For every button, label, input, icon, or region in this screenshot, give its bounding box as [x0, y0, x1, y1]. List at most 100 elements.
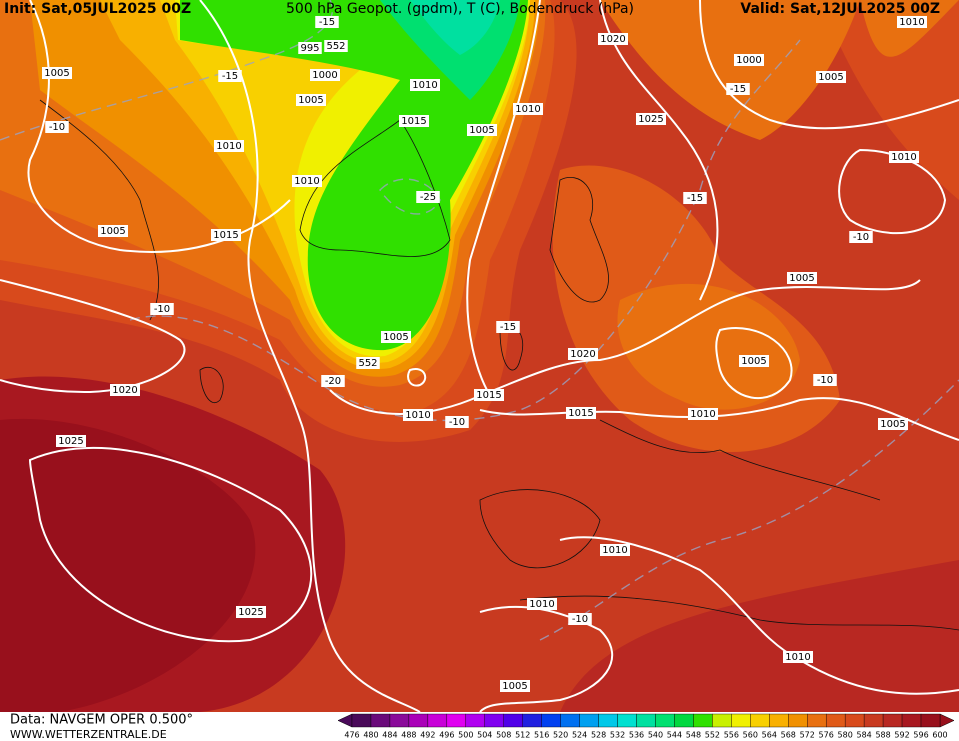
label-box	[292, 175, 322, 187]
colorbar-label: 556	[724, 731, 739, 740]
label-box	[878, 418, 908, 430]
contour-label: 1010	[899, 17, 924, 28]
contour-label: -10	[154, 304, 170, 315]
label-box	[787, 272, 817, 284]
colorbar-label: 548	[686, 731, 701, 740]
contour-label: 1010	[294, 176, 319, 187]
colorbar-swatch	[389, 713, 410, 728]
label-box	[110, 384, 140, 396]
colorbar-swatch	[807, 713, 827, 728]
colorbar-swatch	[579, 713, 599, 728]
contour-label: -20	[325, 376, 341, 387]
label-box	[298, 42, 322, 54]
label-box	[45, 121, 69, 133]
label-box	[214, 140, 244, 152]
label-box	[324, 40, 348, 52]
label-box	[734, 54, 764, 66]
label-box	[636, 113, 666, 125]
colorbar-label: 532	[610, 731, 625, 740]
colorbar-label: 560	[743, 731, 758, 740]
label-box	[513, 103, 543, 115]
label-box	[445, 416, 469, 428]
colorbar-swatch	[863, 713, 884, 728]
colorbar-label: 552	[705, 731, 720, 740]
colorbar-label: 516	[534, 731, 549, 740]
colorbar-swatch	[693, 713, 713, 728]
colorbar-label: 576	[819, 731, 834, 740]
colorbar-label: 484	[382, 731, 397, 740]
label-box	[56, 435, 86, 447]
colorbar-swatch	[560, 713, 580, 728]
colorbar-label: 572	[800, 731, 815, 740]
contour-label: -15	[222, 71, 238, 82]
contour-label: -15	[730, 84, 746, 95]
contour-label: 1010	[602, 545, 627, 556]
colorbar-swatch	[712, 713, 732, 728]
contour-label: 1010	[515, 104, 540, 115]
contour-label: 1005	[880, 419, 905, 430]
contour-label: 552	[326, 41, 345, 52]
contour-label: 1015	[213, 230, 238, 241]
contour-label: 1020	[570, 349, 595, 360]
website: WWW.WETTERZENTRALE.DE	[10, 728, 167, 741]
contour-label: 1005	[818, 72, 843, 83]
colorbar-label: 580	[838, 731, 853, 740]
colorbar-label: 544	[667, 731, 682, 740]
colorbar-swatch	[655, 713, 675, 728]
label-box	[410, 79, 440, 91]
contour-label: -10	[817, 375, 833, 386]
contour-label: 1010	[785, 652, 810, 663]
label-box	[568, 613, 592, 625]
label-box	[356, 357, 380, 369]
label-box	[688, 408, 718, 420]
colorbar-swatch	[636, 713, 656, 728]
colorbar-label: 488	[401, 731, 416, 740]
colorbar-label: 536	[629, 731, 644, 740]
label-box	[683, 192, 707, 204]
map-field	[0, 0, 959, 712]
label-box	[150, 303, 174, 315]
colorbar-swatch	[825, 713, 846, 728]
colorbar-swatch	[674, 713, 694, 728]
contour-label: -10	[449, 417, 465, 428]
contour-label: 1015	[568, 408, 593, 419]
label-box	[310, 69, 340, 81]
contour-label: -10	[853, 232, 869, 243]
label-box	[598, 33, 628, 45]
label-box	[500, 680, 530, 692]
colorbar-label: 528	[591, 731, 606, 740]
label-box	[783, 651, 813, 663]
colorbar-label: 520	[553, 731, 568, 740]
colorbar-swatch	[882, 713, 903, 728]
contour-label: 995	[300, 43, 319, 54]
colorbar-label: 588	[875, 731, 890, 740]
label-box	[42, 67, 72, 79]
contour-label: 1020	[112, 385, 137, 396]
map-title: 500 hPa Geopot. (gpdm), T (C), Bodendruc…	[286, 1, 634, 17]
colorbar-swatch	[446, 713, 467, 728]
contour-label: 1015	[476, 390, 501, 401]
contour-label: 1010	[412, 80, 437, 91]
colorbar-label: 564	[762, 731, 777, 740]
contour-label: 1025	[58, 436, 83, 447]
colorbar-label: 476	[344, 731, 359, 740]
init-time: Init: Sat,05JUL2025 00Z	[4, 1, 191, 17]
contour-label: -15	[319, 17, 335, 28]
contour-label: -25	[420, 192, 436, 203]
colorbar-swatch	[408, 713, 429, 728]
label-box	[236, 606, 266, 618]
contour-label: 1005	[502, 681, 527, 692]
label-box	[813, 374, 837, 386]
colorbar-swatch	[465, 713, 485, 728]
colorbar-swatch	[484, 713, 504, 728]
label-box	[315, 16, 339, 28]
contour-label: 1000	[312, 70, 337, 81]
contour-label: -10	[49, 122, 65, 133]
contour-label: -15	[687, 193, 703, 204]
colorbar-label: 508	[496, 731, 511, 740]
colorbar-swatch	[769, 713, 789, 728]
colorbar-label: 600	[932, 731, 947, 740]
contour-labels: 1005 -10 1010 1010 1005 1015 -10 1020 1025 1025 99…	[42, 16, 927, 692]
contour-label: -10	[572, 614, 588, 625]
